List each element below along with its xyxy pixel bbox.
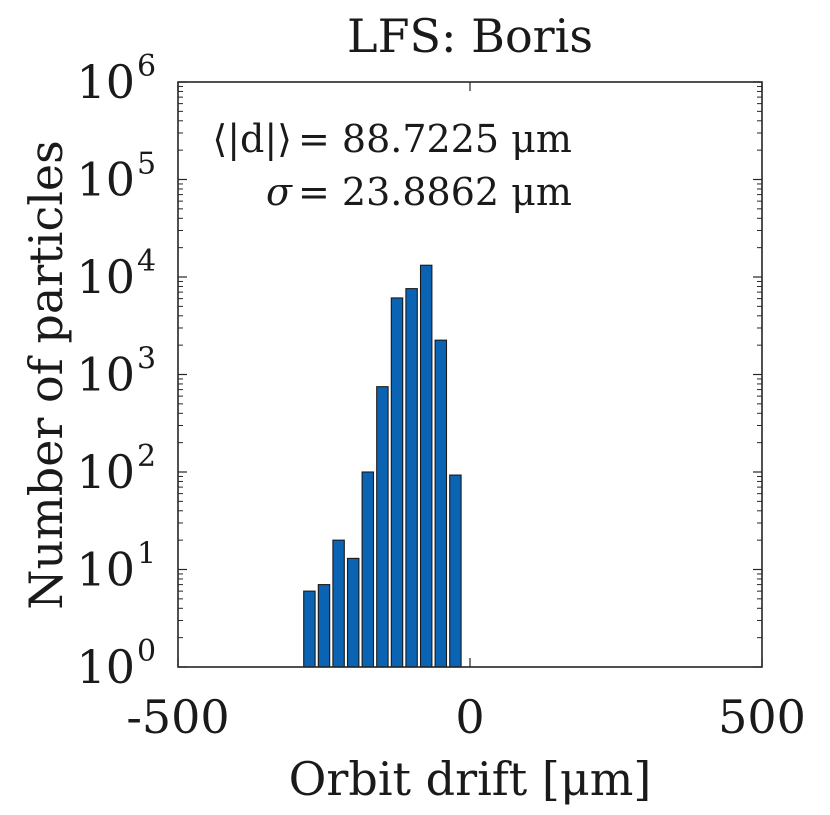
y-tick-label-base: 10: [76, 445, 135, 499]
x-tick-label-1: 0: [455, 690, 484, 744]
bar-6: [390, 297, 404, 668]
y-tick-label-exp: 6: [137, 49, 156, 84]
y-tick-label-3: 10 3: [76, 342, 156, 402]
y-tick-label-5: 10 5: [76, 147, 156, 207]
bar-7: [405, 288, 418, 668]
y-tick-label-1: 10 1: [76, 537, 156, 597]
y-tick-label-base: 10: [76, 55, 135, 109]
annotation: ⟨|d|⟩ = 88.7225 μm σ = 23.8862 μm: [212, 117, 571, 214]
y-tick-label-exp: 1: [137, 537, 156, 572]
y-tick-label-exp: 3: [137, 342, 156, 377]
y-tick-label-exp: 0: [137, 634, 156, 669]
y-tick-label-base: 10: [76, 250, 135, 304]
annotation-mean-rhs: = 88.7225 μm: [298, 117, 572, 161]
y-tick-label-exp: 2: [137, 439, 156, 474]
x-tick-labels: -500 0 500: [126, 690, 806, 744]
bar-10: [449, 474, 462, 668]
bar-5: [376, 386, 389, 668]
x-tick-label-0: -500: [126, 690, 229, 744]
plot-area-frame: [177, 81, 763, 668]
bars-layer: [303, 264, 462, 668]
y-axis-label: Number of particles: [19, 140, 73, 609]
y-tick-label-exp: 4: [137, 244, 156, 279]
y-tick-label-base: 10: [76, 153, 135, 207]
bar-8: [419, 264, 433, 668]
y-tick-label-base: 10: [76, 348, 135, 402]
chart-title: LFS: Boris: [347, 9, 593, 63]
bar-1: [317, 584, 331, 668]
annotation-mean-lhs: ⟨|d|⟩: [212, 117, 292, 161]
bar-0: [303, 590, 316, 668]
y-tick-label-base: 10: [76, 543, 135, 597]
y-tick-label-4: 10 4: [76, 244, 156, 304]
annotation-sigma-lhs: σ: [266, 170, 293, 214]
y-tick-label-base: 10: [76, 640, 135, 694]
y-tick-label-exp: 5: [137, 147, 156, 182]
x-tick-label-2: 500: [718, 690, 806, 744]
bar-2: [332, 539, 345, 668]
bar-4: [361, 471, 375, 668]
annotation-sigma-rhs: = 23.8862 μm: [298, 170, 572, 214]
x-axis-label: Orbit drift [μm]: [289, 752, 652, 806]
y-tick-label-6: 10 6: [76, 49, 156, 109]
y-tick-label-0: 10 0: [76, 634, 156, 694]
bar-9: [434, 339, 448, 668]
y-tick-label-2: 10 2: [76, 439, 156, 499]
bar-3: [346, 557, 360, 668]
